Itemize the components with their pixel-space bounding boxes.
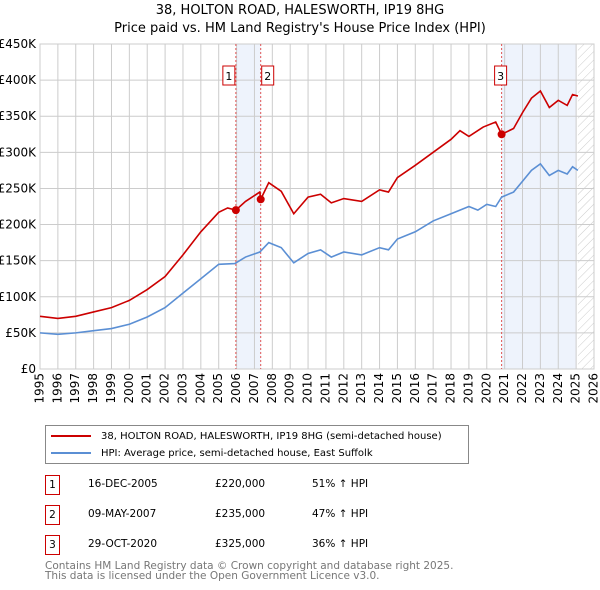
sale-date: 29-OCT-2020 (88, 538, 157, 550)
sale-price: £220,000 (215, 478, 266, 490)
plot-frame (39, 43, 595, 370)
y-tick-label: £400K (0, 73, 37, 87)
shaded-period (501, 44, 577, 369)
sale-price: £325,000 (215, 538, 266, 550)
x-tick-label: 2019 (461, 373, 475, 404)
legend-red-line (51, 435, 91, 437)
x-tick-label: 2011 (318, 373, 332, 404)
sale-hpi: 36% ↑ HPI (312, 538, 369, 550)
x-tick-label: 2008 (265, 373, 279, 404)
chart-subtitle: Price paid vs. HM Land Registry's House … (114, 21, 486, 36)
y-tick-label: £0 (21, 362, 36, 376)
y-tick-label: £50K (5, 326, 37, 340)
x-tick-label: 2015 (390, 373, 404, 404)
sale-point (497, 130, 506, 139)
sale-hpi: 51% ↑ HPI (312, 478, 369, 490)
footer-line-1: Contains HM Land Registry data © Crown c… (45, 560, 454, 572)
sale-hpi: 47% ↑ HPI (312, 508, 369, 520)
x-tick-label: 2025 (569, 373, 583, 404)
series-line (39, 89, 579, 320)
legend-hpi: HPI: Average price, semi-detached house,… (101, 447, 373, 459)
chart-title: 38, HOLTON ROAD, HALESWORTH, IP19 8HG (155, 3, 445, 18)
sale-date: 09-MAY-2007 (88, 508, 157, 520)
sale-label: 3 (497, 70, 504, 83)
x-tick-label: 2009 (283, 373, 297, 404)
sale-label-box (261, 65, 275, 86)
y-tick-label: £200K (0, 218, 37, 232)
x-tick-label: 2002 (158, 373, 172, 404)
future-hatch (577, 44, 594, 369)
y-tick-label: £350K (0, 109, 37, 123)
x-tick-label: 1998 (86, 373, 100, 404)
sale-row: 1 16-DEC-2005 £220,000 51% ↑ HPI (45, 475, 465, 495)
x-tick-label: 2012 (336, 373, 350, 404)
sale-date: 16-DEC-2005 (88, 478, 158, 490)
x-tick-label: 2005 (211, 373, 225, 404)
sale-label: 1 (225, 70, 232, 83)
x-tick-label: 2006 (229, 373, 243, 404)
x-tick-label: 1997 (68, 373, 82, 404)
footer: Contains HM Land Registry data © Crown c… (45, 560, 454, 582)
x-tick-label: 2010 (301, 373, 315, 404)
x-tick-label: 2016 (408, 373, 422, 404)
footer-line-2: This data is licensed under the Open Gov… (45, 570, 380, 582)
legend: 38, HOLTON ROAD, HALESWORTH, IP19 8HG (s… (45, 425, 469, 464)
chart: £0 £50K £100K £150K £200K £250K £300K £350K £400… (0, 37, 600, 404)
sale-marker-box: 3 (45, 535, 60, 555)
legend-blue-line (51, 452, 91, 454)
sale-marker-box: 1 (45, 475, 60, 495)
sale-row: 2 09-MAY-2007 £235,000 47% ↑ HPI (45, 505, 465, 525)
sale-point (256, 195, 265, 204)
sale-price: £235,000 (215, 508, 266, 520)
x-tick-label: 2001 (140, 373, 154, 404)
series-line (39, 162, 579, 336)
sale-label-box (494, 65, 508, 86)
x-tick-label: 2003 (175, 373, 189, 404)
x-tick-label: 2018 (444, 373, 458, 404)
x-tick-label: 2024 (551, 373, 565, 404)
x-tick-label: 1996 (50, 373, 64, 404)
x-tick-label: 1995 (33, 373, 47, 404)
x-tick-label: 2004 (193, 373, 207, 404)
x-tick-label: 1999 (104, 373, 118, 404)
x-tick-label: 2007 (247, 373, 261, 404)
x-tick-label: 2013 (354, 373, 368, 404)
y-tick-label: £300K (0, 145, 37, 159)
sale-marker-box: 2 (45, 505, 60, 525)
y-tick-label: £450K (0, 37, 37, 51)
x-tick-label: 2023 (533, 373, 547, 404)
sale-row: 3 29-OCT-2020 £325,000 36% ↑ HPI (45, 535, 465, 555)
x-tick-label: 2021 (497, 373, 511, 404)
x-tick-label: 2017 (426, 373, 440, 404)
sale-point (231, 206, 240, 215)
x-tick-label: 2000 (122, 373, 136, 404)
sale-label: 2 (264, 70, 271, 83)
sale-label-box (222, 65, 236, 86)
x-tick-label: 2026 (587, 373, 600, 404)
y-tick-label: £100K (0, 290, 37, 304)
y-tick-label: £150K (0, 254, 37, 268)
x-tick-label: 2014 (372, 373, 386, 404)
x-tick-label: 2020 (479, 373, 493, 404)
legend-property: 38, HOLTON ROAD, HALESWORTH, IP19 8HG (s… (101, 430, 442, 442)
y-tick-label: £250K (0, 181, 37, 195)
x-tick-label: 2022 (515, 373, 529, 404)
